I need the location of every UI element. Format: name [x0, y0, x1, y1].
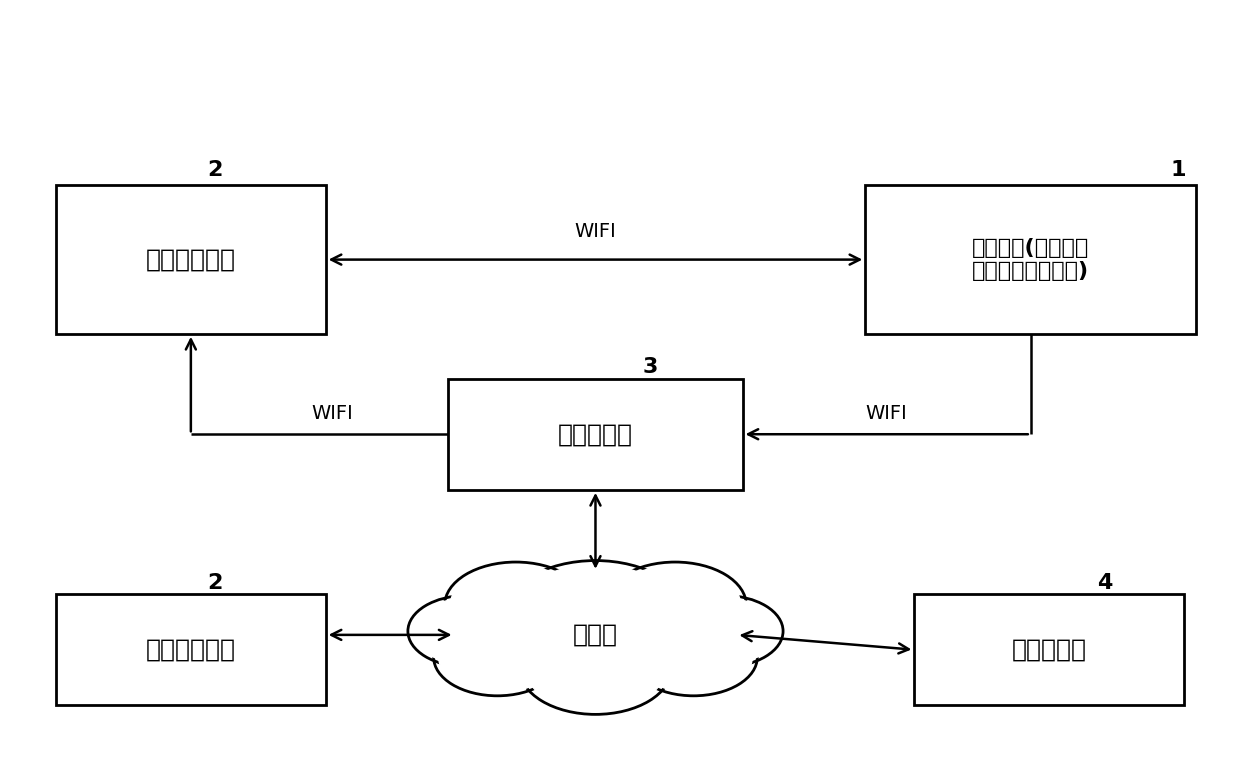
Text: 4: 4	[1096, 573, 1112, 593]
Text: WIFI: WIFI	[866, 404, 908, 423]
Circle shape	[635, 621, 753, 693]
Circle shape	[434, 618, 562, 696]
Text: 云端服务器: 云端服务器	[1012, 637, 1086, 662]
Text: 智能移动终端: 智能移动终端	[146, 248, 236, 272]
Text: 3: 3	[644, 357, 658, 377]
Bar	[914, 594, 1184, 706]
Circle shape	[610, 565, 740, 645]
Circle shape	[670, 598, 779, 664]
Circle shape	[630, 618, 758, 696]
Circle shape	[666, 596, 784, 667]
Circle shape	[439, 621, 556, 693]
Text: 2: 2	[207, 160, 223, 180]
Bar	[866, 185, 1197, 334]
Text: 2: 2	[207, 573, 223, 593]
Text: 互联网: 互联网	[573, 623, 618, 647]
Circle shape	[450, 565, 582, 645]
Circle shape	[445, 562, 587, 648]
Bar	[56, 594, 326, 706]
Circle shape	[408, 596, 526, 667]
Text: 主控制器(带有第一
人体特征采集模块): 主控制器(带有第一 人体特征采集模块)	[972, 238, 1090, 281]
Circle shape	[503, 561, 687, 672]
Circle shape	[604, 562, 746, 648]
Circle shape	[520, 622, 672, 715]
Circle shape	[526, 626, 666, 711]
Circle shape	[511, 565, 680, 668]
Bar	[449, 378, 743, 490]
Text: 无线路由器: 无线路由器	[558, 422, 632, 446]
Text: 智能移动终端: 智能移动终端	[146, 637, 236, 662]
Bar	[56, 185, 326, 334]
Text: WIFI: WIFI	[311, 404, 352, 423]
Text: WIFI: WIFI	[574, 222, 616, 241]
Circle shape	[413, 598, 521, 664]
Text: 1: 1	[1171, 160, 1185, 180]
